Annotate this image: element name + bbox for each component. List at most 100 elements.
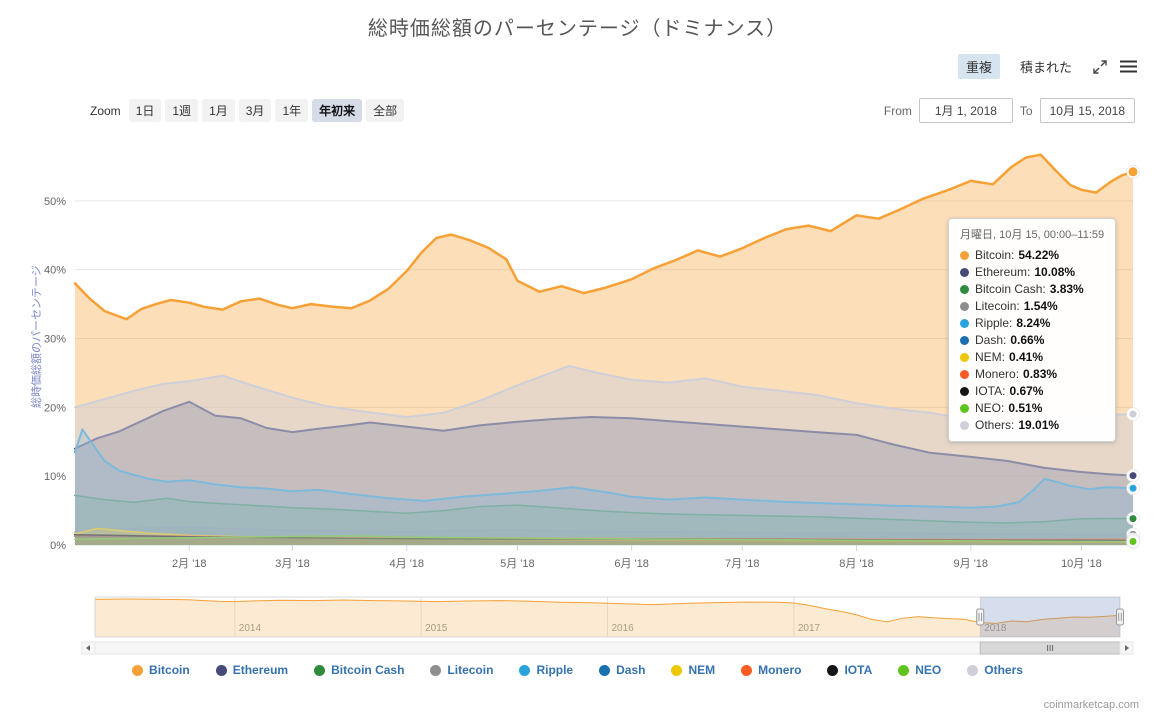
- tooltip-series-value: 3.83%: [1049, 282, 1084, 296]
- legend-item-litecoin[interactable]: Litecoin: [430, 663, 493, 677]
- tooltip-row-monero: Monero: 0.83%: [960, 366, 1104, 383]
- zoom-buttons-group: 1日 1週 1月 3月 1年 年初来 全部: [128, 99, 408, 122]
- scrollbar-right-arrow-icon: [1125, 645, 1129, 651]
- zoom-button-1-[interactable]: 1週: [165, 99, 199, 122]
- legend-item-iota[interactable]: IOTA: [827, 663, 872, 677]
- legend-dot-monero: [741, 664, 753, 676]
- tooltip-row-iota: IOTA: 0.67%: [960, 383, 1104, 400]
- scrollbar-track[interactable]: [94, 641, 1121, 655]
- tooltip-series-value: 10.08%: [1034, 265, 1076, 279]
- zoom-button-3-[interactable]: 3月: [238, 99, 272, 122]
- chart-mode-controls: 重複 積まれた: [957, 54, 1137, 79]
- legend-item-monero[interactable]: Monero: [741, 663, 801, 677]
- end-marker-ripple[interactable]: [1128, 483, 1138, 493]
- chart-title: 総時価総額のパーセンテージ（ドミナンス）: [367, 18, 788, 40]
- legend-label: Ethereum: [232, 663, 289, 677]
- y-axis-tick-label: 40%: [44, 265, 66, 277]
- tooltip-series-name: Others:: [975, 418, 1015, 432]
- tooltip-bullet-iota: [960, 387, 969, 396]
- legend-dot-others: [967, 664, 979, 676]
- from-label: From: [883, 103, 912, 118]
- legend-item-bitcoin[interactable]: Bitcoin: [132, 663, 190, 677]
- tooltip-bullet-dash: [960, 336, 969, 345]
- tooltip-series-value: 0.67%: [1009, 384, 1044, 398]
- end-marker-bitcoin-cash[interactable]: [1128, 514, 1138, 524]
- legend-item-dash[interactable]: Dash: [599, 663, 645, 677]
- x-axis-tick-label: 9月 '18: [954, 558, 989, 570]
- legend-label: Litecoin: [447, 663, 494, 677]
- tooltip-row-neo: NEO: 0.51%: [960, 400, 1104, 417]
- tooltip-row-others: Others: 19.01%: [960, 417, 1104, 434]
- zoom-button--[interactable]: 全部: [366, 99, 405, 122]
- y-axis-tick-label: 20%: [44, 402, 66, 414]
- navigator-year-label: 2015: [425, 623, 448, 634]
- x-axis-tick-label: 5月 '18: [500, 558, 535, 570]
- tooltip-series-value: 19.01%: [1018, 418, 1060, 432]
- navigator-handle-right[interactable]: [1116, 608, 1124, 626]
- x-axis-tick-label: 8月 '18: [839, 558, 874, 570]
- legend-label: NEM: [688, 663, 716, 677]
- tooltip-series-value: 0.41%: [1009, 350, 1044, 364]
- legend-item-nem[interactable]: NEM: [671, 663, 715, 677]
- tooltip-bullet-monero: [960, 370, 969, 379]
- zoom-button-1-[interactable]: 1年: [275, 99, 309, 122]
- series-area-others[interactable]: [75, 366, 1133, 545]
- zoom-button-1-[interactable]: 1月: [202, 99, 235, 122]
- y-axis-tick-label: 30%: [44, 334, 66, 346]
- legend-dot-neo: [898, 664, 910, 676]
- to-date-input[interactable]: 10月 15, 2018: [1039, 98, 1135, 123]
- from-date-input[interactable]: 1月 1, 2018: [918, 98, 1013, 123]
- zoom-label: Zoom: [90, 103, 121, 118]
- tooltip-row-ripple: Ripple: 8.24%: [960, 315, 1104, 332]
- series-line-bitcoin[interactable]: [73, 153, 1135, 321]
- x-axis-tick-label: 7月 '18: [725, 558, 760, 570]
- tooltip-series-name: Monero:: [975, 367, 1020, 381]
- legend-dot-bitcoin: [132, 664, 144, 676]
- navigator-selected-range[interactable]: [980, 597, 1120, 637]
- overlap-mode-button[interactable]: 重複: [957, 54, 1000, 79]
- x-axis-tick-label: 10月 '18: [1061, 558, 1102, 570]
- x-axis-tick-label: 6月 '18: [614, 558, 649, 570]
- tooltip-series-name: Litecoin:: [975, 299, 1020, 313]
- menu-icon[interactable]: [1120, 60, 1137, 73]
- legend-label: IOTA: [844, 663, 873, 677]
- tooltip-series-value: 8.24%: [1016, 316, 1051, 330]
- legend-item-ethereum[interactable]: Ethereum: [215, 663, 289, 677]
- legend-item-neo[interactable]: NEO: [898, 663, 941, 677]
- tooltip-bullet-litecoin: [960, 302, 969, 311]
- tooltip-row-ethereum: Ethereum: 10.08%: [960, 264, 1104, 281]
- navigator-year-label: 2016: [612, 623, 635, 634]
- legend-item-bitcoin-cash[interactable]: Bitcoin Cash: [314, 663, 404, 677]
- end-marker-ethereum[interactable]: [1128, 471, 1138, 481]
- navigator-year-label: 2018: [984, 623, 1007, 634]
- end-marker-neo[interactable]: [1128, 536, 1138, 546]
- legend-label: Monero: [758, 663, 802, 677]
- chart-legend: Bitcoin Ethereum Bitcoin Cash Litecoin Rippl…: [0, 663, 1155, 677]
- tooltip-bullet-bitcoin-cash: [960, 285, 969, 294]
- legend-item-others[interactable]: Others: [967, 663, 1023, 677]
- chart-tooltip: 月曜日, 10月 15, 00:00–11:59 Bitcoin: 54.22% E…: [948, 218, 1117, 442]
- end-marker-bitcoin[interactable]: [1127, 166, 1139, 178]
- legend-dot-dash: [599, 664, 611, 676]
- zoom-button--[interactable]: 年初来: [312, 99, 363, 122]
- legend-item-ripple[interactable]: Ripple: [519, 663, 573, 677]
- tooltip-bullet-ethereum: [960, 268, 969, 277]
- legend-label: Ripple: [536, 663, 574, 677]
- y-axis-tick-label: 0%: [50, 540, 66, 552]
- scrollbar-left-arrow-icon: [86, 645, 90, 651]
- watermark: coinmarketcap.com: [1043, 699, 1139, 711]
- navigator-line: [94, 598, 1121, 624]
- end-marker-others[interactable]: [1128, 409, 1138, 419]
- fullscreen-icon[interactable]: [1092, 59, 1108, 75]
- navigator-year-label: 2014: [239, 623, 262, 634]
- x-axis-tick-label: 4月 '18: [390, 558, 425, 570]
- zoom-button-1-[interactable]: 1日: [128, 99, 162, 122]
- navigator-handle-left[interactable]: [976, 608, 985, 626]
- navigator-area[interactable]: [95, 599, 1120, 637]
- stacked-mode-button[interactable]: 積まれた: [1012, 54, 1080, 79]
- tooltip-header: 月曜日, 10月 15, 00:00–11:59: [960, 229, 1105, 241]
- tooltip-series-name: IOTA:: [975, 384, 1006, 398]
- tooltip-series-value: 0.51%: [1008, 401, 1043, 415]
